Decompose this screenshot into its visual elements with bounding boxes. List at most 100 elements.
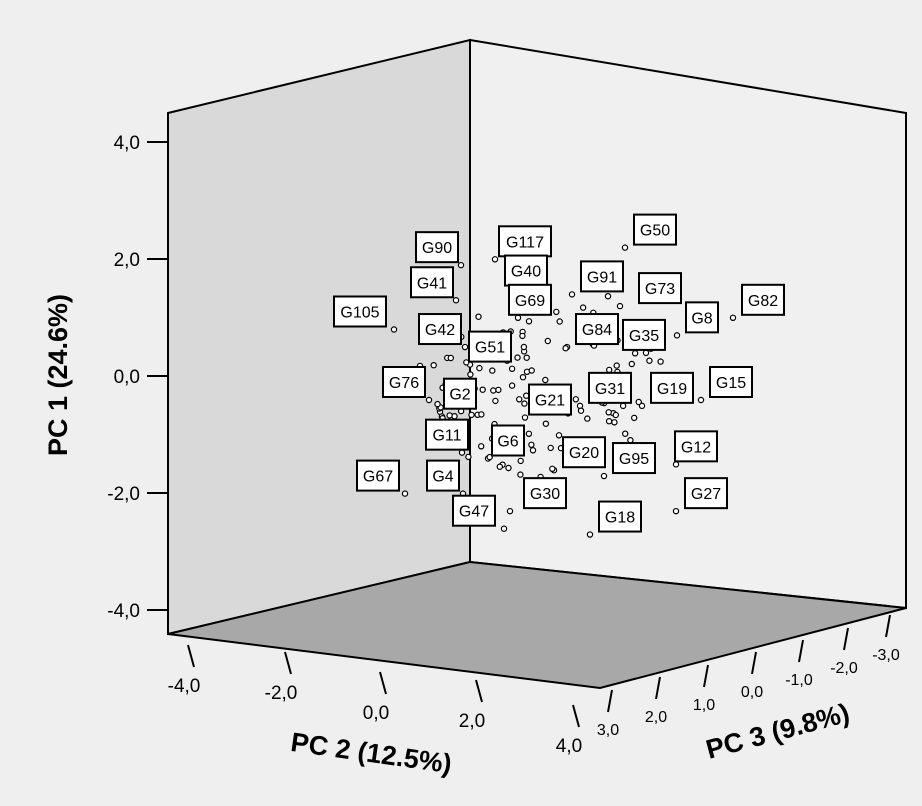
point-label-g95: G95 xyxy=(612,442,656,475)
data-point xyxy=(616,302,624,310)
point-label-g91: G91 xyxy=(580,260,624,293)
point-label-text: G6 xyxy=(497,434,518,451)
point-label-box xyxy=(633,213,677,246)
point-label-box xyxy=(580,260,624,293)
data-point xyxy=(496,463,503,470)
data-point xyxy=(631,414,638,422)
data-point xyxy=(529,447,537,454)
data-point xyxy=(549,465,556,472)
x-tick-label: 0,0 xyxy=(363,703,389,724)
data-point xyxy=(568,291,576,298)
data-point xyxy=(542,376,549,384)
point-label-g117: G117 xyxy=(498,225,552,258)
data-point xyxy=(446,412,453,419)
point-label-g6: G6 xyxy=(491,424,525,457)
z-tick-label: -2,0 xyxy=(830,660,858,677)
point-label-box xyxy=(491,424,525,457)
point-label-text: G90 xyxy=(422,240,452,257)
z-tick-label: 2,0 xyxy=(645,709,667,726)
data-point xyxy=(519,374,527,381)
data-point xyxy=(635,398,642,406)
data-point xyxy=(638,402,646,410)
data-point xyxy=(553,308,560,316)
point-label-box xyxy=(443,377,477,410)
point-label-box xyxy=(426,459,460,492)
point-label-g27: G27 xyxy=(684,477,728,510)
data-point xyxy=(562,345,569,352)
point-label-text: G27 xyxy=(691,486,721,503)
data-point xyxy=(458,449,466,456)
point-label-g73: G73 xyxy=(638,272,682,305)
data-point xyxy=(600,472,608,480)
point-label-g69: G69 xyxy=(508,283,552,316)
point-label-text: G21 xyxy=(535,393,565,410)
data-point xyxy=(586,531,594,538)
point-label-text: G69 xyxy=(515,293,545,310)
point-label-g12: G12 xyxy=(674,430,718,463)
data-point xyxy=(457,261,465,269)
data-point xyxy=(479,386,486,393)
point-label-g76: G76 xyxy=(382,366,426,398)
point-label-text: G84 xyxy=(582,322,612,339)
point-label-text: G30 xyxy=(530,486,560,503)
z-tick-label: 1,0 xyxy=(693,697,715,714)
point-label-box xyxy=(598,500,642,533)
point-label-text: G50 xyxy=(640,223,670,240)
point-label-box xyxy=(685,301,719,334)
point-label-g35: G35 xyxy=(622,318,666,351)
point-label-box xyxy=(508,283,552,316)
point-label-text: G76 xyxy=(389,375,419,392)
x-tick-label: 4,0 xyxy=(556,736,582,757)
point-label-g20: G20 xyxy=(562,436,606,469)
point-label-text: G41 xyxy=(417,275,447,292)
data-point xyxy=(517,471,524,478)
data-point xyxy=(528,441,535,448)
data-point xyxy=(465,453,472,461)
point-label-box xyxy=(382,366,426,398)
data-point xyxy=(606,366,613,374)
data-point xyxy=(622,430,629,437)
data-point xyxy=(646,357,653,364)
z-tick-mark xyxy=(607,689,613,713)
data-point xyxy=(452,297,460,304)
z-tick-label: 0,0 xyxy=(741,684,763,701)
data-point xyxy=(627,437,634,444)
point-label-box xyxy=(562,436,606,469)
data-point xyxy=(489,367,496,374)
data-point xyxy=(525,318,533,325)
x-tick-label: 2,0 xyxy=(459,711,485,732)
y-tick-label: 2,0 xyxy=(114,250,140,271)
point-label-box xyxy=(709,366,753,398)
data-point xyxy=(523,354,530,361)
point-label-g41: G41 xyxy=(410,266,454,299)
data-point xyxy=(521,414,529,421)
point-label-g67: G67 xyxy=(356,459,400,492)
x-tick-mark xyxy=(475,679,483,703)
data-point xyxy=(495,386,502,394)
point-label-text: G105 xyxy=(340,305,379,322)
point-label-text: G35 xyxy=(629,328,659,345)
data-point xyxy=(657,358,664,365)
point-label-box xyxy=(425,418,469,451)
data-point xyxy=(476,364,483,372)
data-point xyxy=(516,396,523,403)
data-point xyxy=(572,396,580,403)
point-label-box xyxy=(575,313,619,346)
data-point xyxy=(631,350,639,357)
z-tick-mark xyxy=(843,627,849,651)
data-point xyxy=(697,396,705,404)
y-tick-label: 0,0 xyxy=(114,367,140,388)
data-point xyxy=(729,314,737,321)
data-point xyxy=(547,444,554,452)
point-label-box xyxy=(588,371,632,404)
data-point xyxy=(401,490,409,497)
point-label-box xyxy=(415,231,459,264)
data-point xyxy=(642,349,650,357)
point-label-g105: G105 xyxy=(333,295,387,328)
x-tick-mark xyxy=(379,671,387,695)
point-label-g2: G2 xyxy=(443,377,477,410)
data-point xyxy=(514,314,522,321)
data-point xyxy=(621,244,629,251)
data-point xyxy=(492,397,499,405)
data-point xyxy=(521,400,528,407)
